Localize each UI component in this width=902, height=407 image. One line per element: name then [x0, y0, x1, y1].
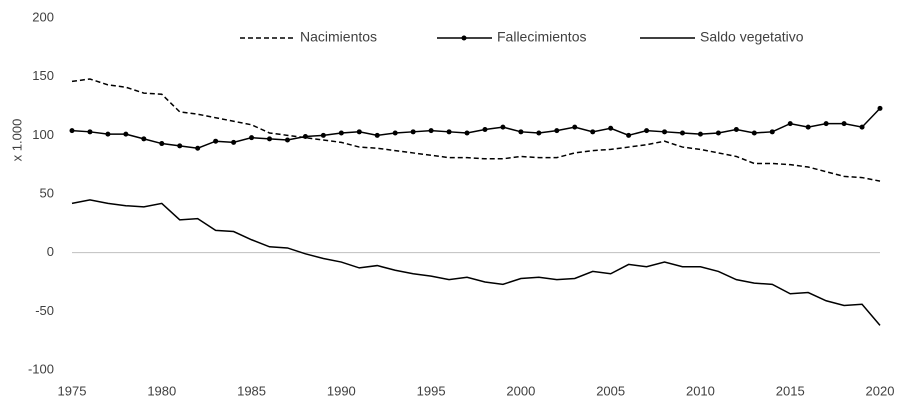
point	[267, 136, 273, 142]
point	[374, 132, 380, 138]
point	[410, 129, 416, 135]
point	[608, 125, 614, 131]
point	[284, 137, 290, 143]
point	[249, 135, 255, 141]
x-tick-label: 1995	[417, 383, 446, 398]
point	[859, 124, 865, 130]
x-tick-label: 1980	[147, 383, 176, 398]
point	[679, 130, 685, 136]
point	[159, 141, 165, 147]
legend-marker	[461, 35, 467, 41]
legend-label: Nacimientos	[300, 29, 377, 45]
point	[195, 145, 201, 151]
point	[482, 126, 488, 132]
point	[823, 121, 829, 127]
point	[769, 129, 775, 135]
x-tick-label: 2000	[506, 383, 535, 398]
point	[626, 132, 632, 138]
point	[464, 130, 470, 136]
point	[554, 128, 560, 134]
legend-label: Saldo vegetativo	[700, 29, 804, 45]
point	[213, 138, 219, 144]
point	[356, 129, 362, 135]
y-tick-label: -50	[35, 303, 54, 318]
point	[805, 124, 811, 130]
point	[697, 131, 703, 137]
series-line	[71, 199, 881, 326]
x-tick-label: 2015	[776, 383, 805, 398]
point	[536, 130, 542, 136]
x-tick-label: 2005	[596, 383, 625, 398]
point	[320, 132, 326, 138]
point	[590, 129, 596, 135]
point	[231, 139, 237, 145]
point	[715, 130, 721, 136]
point	[338, 130, 344, 136]
point	[733, 126, 739, 132]
point	[662, 129, 668, 135]
x-tick-label: 1975	[58, 383, 87, 398]
series-line	[71, 107, 881, 150]
y-tick-label: 100	[32, 127, 54, 142]
point	[302, 134, 308, 140]
y-tick-label: 50	[40, 185, 54, 200]
point	[123, 131, 129, 137]
point	[69, 128, 75, 134]
point	[841, 121, 847, 127]
y-tick-label: 0	[47, 244, 54, 259]
point	[877, 105, 883, 111]
point	[644, 128, 650, 134]
x-tick-label: 1990	[327, 383, 356, 398]
x-tick-label: 2020	[866, 383, 895, 398]
point	[105, 131, 111, 137]
point	[392, 130, 398, 136]
x-tick-label: 1985	[237, 383, 266, 398]
point	[751, 130, 757, 136]
point	[787, 121, 793, 127]
legend-label: Fallecimientos	[497, 29, 586, 45]
point	[518, 129, 524, 135]
point	[177, 143, 183, 149]
point	[428, 128, 434, 134]
x-tick-label: 2010	[686, 383, 715, 398]
point	[446, 129, 452, 135]
point	[500, 124, 506, 130]
point	[87, 129, 93, 135]
y-tick-label: 150	[32, 68, 54, 83]
y-tick-label: 200	[32, 9, 54, 24]
point	[572, 124, 578, 130]
series-line	[71, 78, 881, 182]
y-axis-label: x 1.000	[9, 119, 24, 162]
point	[141, 136, 147, 142]
y-tick-label: -100	[28, 361, 54, 376]
